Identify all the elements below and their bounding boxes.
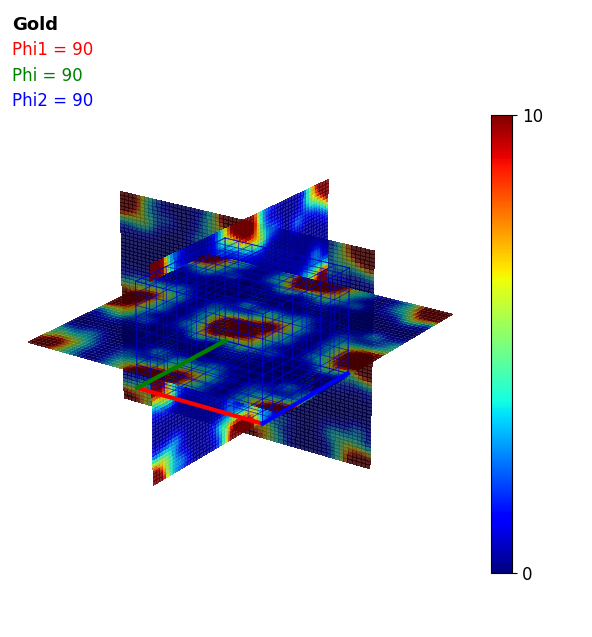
Text: Gold: Gold: [12, 16, 58, 34]
Text: Phi2 = 90: Phi2 = 90: [12, 92, 93, 110]
Text: Phi1 = 90: Phi1 = 90: [12, 41, 93, 59]
Text: Phi = 90: Phi = 90: [12, 67, 82, 85]
